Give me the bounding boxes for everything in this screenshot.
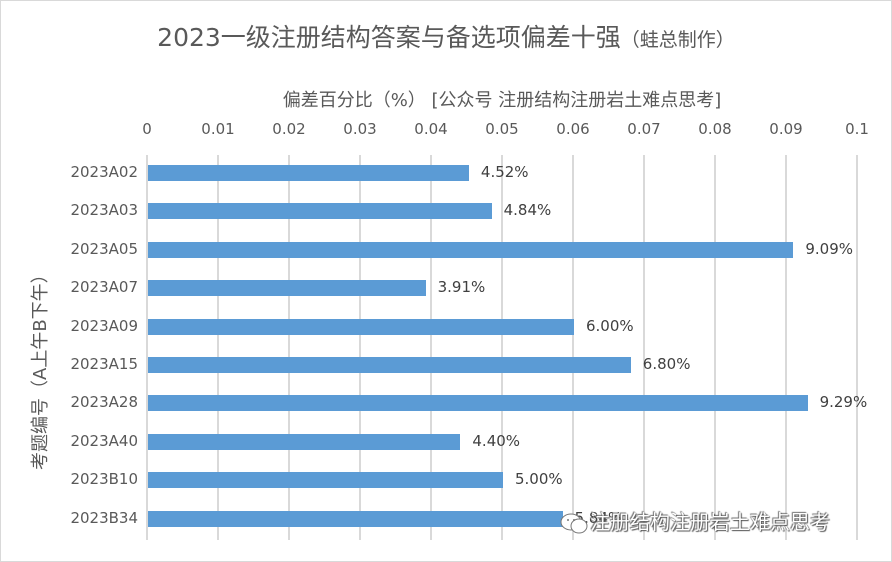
x-tick-label: 0.05 bbox=[485, 120, 519, 138]
category-label: 2023B10 bbox=[70, 470, 138, 489]
category-label: 2023A03 bbox=[70, 201, 138, 220]
watermark-text: 注册结构注册岩土难点思考 bbox=[590, 510, 830, 534]
gridline bbox=[643, 155, 645, 540]
bar bbox=[148, 357, 631, 373]
gridline bbox=[856, 155, 858, 540]
bar bbox=[148, 280, 426, 297]
category-label: 2023A05 bbox=[70, 239, 138, 258]
gridline bbox=[146, 155, 148, 540]
category-label: 2023A40 bbox=[70, 431, 138, 450]
gridline bbox=[501, 155, 503, 540]
bar bbox=[148, 433, 461, 450]
data-label: 9.09% bbox=[805, 239, 854, 258]
category-label: 2023A28 bbox=[70, 393, 138, 412]
x-tick-label: 0 bbox=[142, 120, 152, 138]
data-label: 4.52% bbox=[480, 163, 529, 181]
data-label: 3.91% bbox=[437, 278, 486, 297]
gridline bbox=[572, 155, 574, 540]
x-tick-label: 0.08 bbox=[698, 120, 732, 138]
gridline bbox=[714, 155, 716, 540]
x-tick-label: 0.03 bbox=[343, 120, 377, 138]
category-label: 2023B34 bbox=[70, 508, 138, 527]
gridline bbox=[288, 155, 290, 540]
data-label: 4.84% bbox=[503, 201, 552, 220]
x-tick-label: 0.07 bbox=[627, 120, 661, 138]
bar bbox=[148, 165, 469, 181]
x-tick-label: 0.04 bbox=[414, 120, 448, 138]
category-label: 2023A15 bbox=[70, 355, 138, 373]
chart-title-suffix: （蛙总制作） bbox=[620, 29, 735, 51]
bar bbox=[148, 241, 794, 258]
x-tick-label: 0.06 bbox=[556, 120, 590, 138]
x-tick-label: 0.02 bbox=[272, 120, 306, 138]
category-label: 2023A07 bbox=[70, 278, 138, 297]
gridline bbox=[359, 155, 361, 540]
bar bbox=[148, 203, 492, 220]
chart-title-main: 2023一级注册结构答案与备选项偏差十强 bbox=[157, 23, 621, 52]
bar bbox=[148, 472, 503, 489]
wechat-icon bbox=[560, 513, 588, 533]
x-tick-label: 0.09 bbox=[769, 120, 803, 138]
gridline bbox=[217, 155, 219, 540]
data-label: 6.00% bbox=[586, 316, 634, 335]
x-tick-label: 0.01 bbox=[201, 120, 235, 138]
bar bbox=[148, 395, 808, 412]
data-label: 9.29% bbox=[819, 393, 868, 412]
gridline bbox=[785, 155, 787, 540]
data-label: 4.40% bbox=[472, 431, 521, 450]
gridline bbox=[430, 155, 432, 540]
x-axis-title: 偏差百分比（%） [公众号 注册结构注册岩土难点思考] bbox=[282, 90, 722, 111]
category-label: 2023A02 bbox=[70, 163, 138, 181]
bar bbox=[148, 318, 574, 335]
data-label: 5.00% bbox=[515, 470, 563, 489]
chart-title: 2023一级注册结构答案与备选项偏差十强（蛙总制作） bbox=[0, 18, 892, 54]
category-label: 2023A09 bbox=[70, 316, 138, 335]
bar bbox=[148, 510, 563, 527]
watermark: 注册结构注册岩土难点思考 bbox=[560, 506, 830, 536]
x-tick-label: 0.1 bbox=[845, 120, 869, 138]
data-label: 6.80% bbox=[642, 355, 691, 373]
